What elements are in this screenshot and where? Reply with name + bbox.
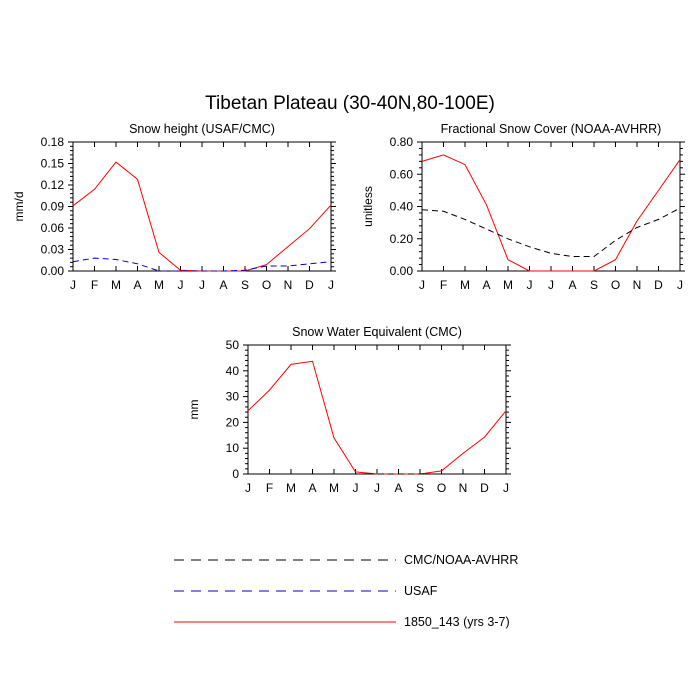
x-tick-label: A — [308, 481, 316, 495]
x-tick-label: D — [305, 278, 314, 292]
x-tick-label: M — [111, 278, 121, 292]
series-line — [72, 161, 332, 272]
x-tick-label: O — [437, 481, 446, 495]
y-axis-label: mm — [187, 400, 201, 420]
y-tick-label: 0.09 — [41, 200, 65, 214]
x-tick-label: O — [611, 278, 620, 292]
x-tick-label: N — [284, 278, 293, 292]
x-tick-label: J — [70, 278, 76, 292]
panel-snow-water-equivalent: Snow Water Equivalent (CMC)mmJ F M A M J J A S O N… — [187, 325, 511, 495]
y-axis-label: unitless — [361, 186, 375, 227]
x-tick-label: J — [353, 481, 359, 495]
x-tick-label: J — [419, 278, 425, 292]
y-tick-label: 0.15 — [41, 157, 65, 171]
x-tick-label: D — [480, 481, 489, 495]
x-tick-label: N — [633, 278, 642, 292]
plot-frame — [421, 141, 681, 272]
legend: CMC/NOAA-AVHRR USAF 1850_143 (yrs 3-7) — [174, 553, 518, 629]
x-tick-label: A — [394, 481, 402, 495]
y-tick-label: 0.03 — [41, 243, 65, 257]
y-tick-label: 0.60 — [390, 167, 414, 181]
series-line — [421, 154, 681, 272]
x-tick-label: J — [503, 481, 509, 495]
x-tick-label: J — [527, 278, 533, 292]
y-axis-label: mm/d — [12, 192, 26, 222]
x-tick-label: J — [328, 278, 334, 292]
y-tick-label: 0.12 — [41, 178, 65, 192]
x-tick-label: J — [178, 278, 184, 292]
x-tick-label: A — [568, 278, 576, 292]
y-tick-label: 0.20 — [390, 232, 414, 246]
panel-fractional-snow-cover: Fractional Snow Cover (NOAA-AVHRR) unitle… — [361, 122, 685, 292]
series-line — [247, 360, 507, 475]
x-tick-label: J — [374, 481, 380, 495]
y-tick-label: 0.40 — [390, 200, 414, 214]
figure-title: Tibetan Plateau (30-40N,80-100E) — [205, 93, 495, 114]
panel-title: Fractional Snow Cover (NOAA-AVHRR) — [441, 122, 662, 136]
series-line — [421, 207, 681, 257]
y-tick-label: 0 — [232, 467, 239, 481]
x-tick-label: D — [654, 278, 663, 292]
legend-label: CMC/NOAA-AVHRR — [404, 553, 518, 567]
x-tick-label: J — [199, 278, 205, 292]
x-tick-label: S — [241, 278, 249, 292]
x-tick-label: M — [286, 481, 296, 495]
y-tick-label: 0.18 — [41, 135, 65, 149]
panel-snow-height: Snow height (USAF/CMC)mm/dJ F M A M J J A S O N D J0… — [12, 122, 336, 292]
y-tick-label: 0.80 — [390, 135, 414, 149]
y-tick-label: 10 — [226, 441, 240, 455]
x-tick-label: J — [548, 278, 554, 292]
x-tick-label: A — [219, 278, 227, 292]
legend-label: USAF — [404, 584, 438, 598]
plot-frame — [247, 344, 507, 475]
x-tick-label: O — [262, 278, 271, 292]
x-tick-label: F — [91, 278, 98, 292]
y-tick-label: 0.06 — [41, 221, 65, 235]
x-tick-label: M — [460, 278, 470, 292]
x-tick-label: M — [154, 278, 164, 292]
x-tick-label: J — [677, 278, 683, 292]
legend-label: 1850_143 (yrs 3-7) — [404, 615, 510, 629]
y-tick-label: 40 — [226, 364, 240, 378]
x-tick-label: A — [133, 278, 141, 292]
panel-title: Snow height (USAF/CMC) — [129, 122, 275, 136]
x-tick-label: M — [503, 278, 513, 292]
y-tick-label: 0.00 — [41, 264, 65, 278]
x-tick-label: N — [459, 481, 468, 495]
y-tick-label: 20 — [226, 415, 240, 429]
panel-title: Snow Water Equivalent (CMC) — [292, 325, 462, 339]
x-tick-label: F — [266, 481, 273, 495]
x-tick-label: M — [329, 481, 339, 495]
x-tick-label: J — [245, 481, 251, 495]
y-tick-label: 0.00 — [390, 264, 414, 278]
x-tick-label: F — [440, 278, 447, 292]
x-tick-label: S — [416, 481, 424, 495]
x-tick-label: S — [590, 278, 598, 292]
y-tick-label: 30 — [226, 390, 240, 404]
series-line — [72, 257, 332, 272]
y-tick-label: 50 — [226, 338, 240, 352]
x-tick-label: A — [482, 278, 490, 292]
plot-frame — [72, 141, 332, 272]
